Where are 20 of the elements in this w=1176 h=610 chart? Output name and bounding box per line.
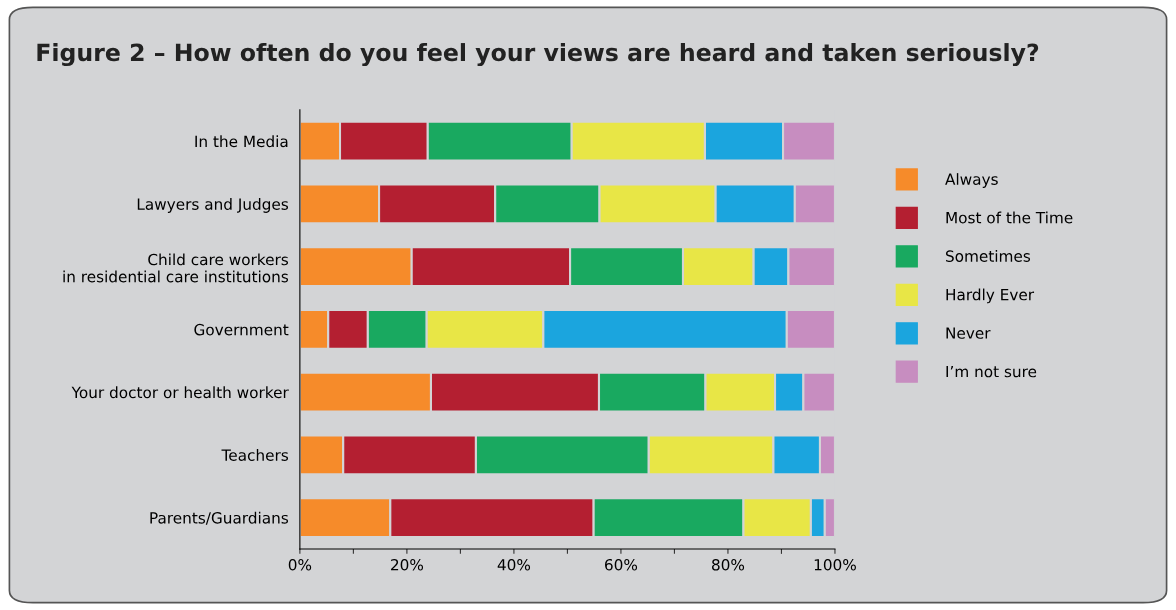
y-tick-label: Lawyers and Judges bbox=[137, 198, 289, 213]
y-tick-label: Parents/Guardians bbox=[150, 511, 289, 525]
x-tick-label: 80% bbox=[712, 558, 745, 571]
x-tick-label: 60% bbox=[605, 558, 638, 571]
legend-label: Always bbox=[945, 173, 998, 188]
y-tick-label: Government bbox=[194, 323, 289, 336]
legend-label: I’m not sure bbox=[946, 365, 1037, 378]
y-tick-label: Child care workers in residential care institutions bbox=[63, 253, 289, 283]
chart-title: Figure 2 – How often do you feel your views are heard and taken seriously? bbox=[37, 43, 1039, 67]
y-tick-label: Your doctor or health worker bbox=[71, 386, 289, 399]
y-tick-label: Teachers bbox=[221, 449, 289, 461]
x-tick-label: 0% bbox=[288, 558, 312, 571]
y-tick-label: In the Media bbox=[195, 135, 288, 148]
x-tick-label: 40% bbox=[497, 558, 531, 571]
legend-label: Hardly Ever bbox=[946, 288, 1035, 304]
legend-label: Sometimes bbox=[946, 250, 1031, 262]
legend-label: Most of the Time bbox=[946, 211, 1073, 224]
legend-label: Never bbox=[946, 327, 991, 339]
x-tick-label: 20% bbox=[391, 558, 424, 571]
x-tick-label: 100% bbox=[814, 558, 856, 571]
